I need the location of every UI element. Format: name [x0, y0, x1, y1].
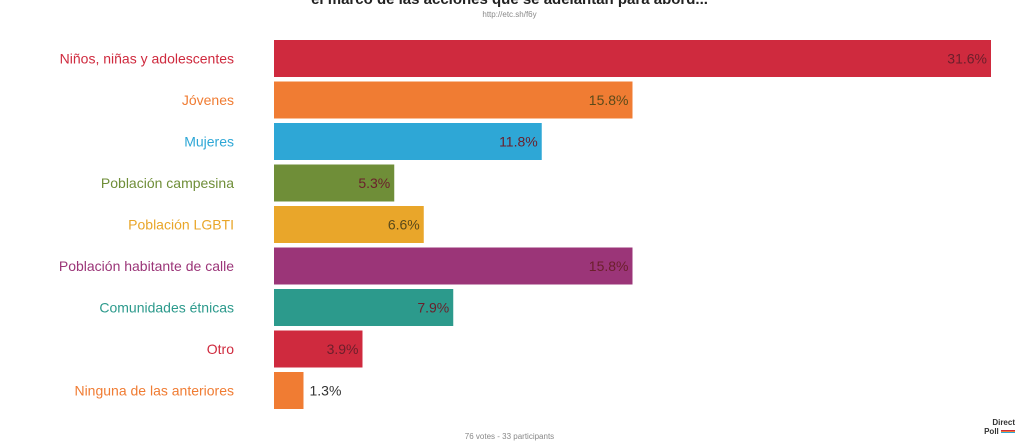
category-label: Población habitante de calle	[59, 258, 234, 274]
bar-chart: Niños, niñas y adolescentes 31.6% Jóvenes 1…	[0, 0, 1019, 420]
logo-stripe-icon	[1001, 430, 1015, 433]
bar	[274, 82, 633, 119]
value-label: 31.6%	[947, 51, 987, 67]
category-label: Ninguna de las anteriores	[74, 383, 234, 399]
logo-text-bottom: Poll	[975, 427, 1015, 436]
value-label: 15.8%	[589, 258, 629, 274]
logo-text-bottom-label: Poll	[984, 427, 999, 436]
category-label: Niños, niñas y adolescentes	[60, 51, 234, 67]
logo-text-top: Direct	[975, 418, 1015, 427]
votes-count: 76 votes - 33 participants	[0, 432, 1019, 441]
value-label: 3.9%	[327, 341, 359, 357]
bar	[274, 248, 633, 285]
category-label: Población campesina	[101, 175, 234, 191]
category-label: Población LGBTI	[128, 217, 234, 233]
category-label: Jóvenes	[182, 92, 234, 108]
value-label: 7.9%	[417, 300, 449, 316]
bar	[274, 40, 991, 77]
value-label: 5.3%	[358, 175, 390, 191]
value-label: 11.8%	[499, 134, 538, 150]
category-label: Otro	[207, 341, 234, 357]
category-label: Mujeres	[184, 134, 234, 150]
value-label: 6.6%	[388, 217, 420, 233]
value-label: 1.3%	[309, 383, 341, 399]
category-label: Comunidades étnicas	[99, 300, 234, 316]
directpoll-logo: Direct Poll	[975, 418, 1015, 436]
value-label: 15.8%	[589, 92, 629, 108]
bar	[274, 372, 303, 409]
